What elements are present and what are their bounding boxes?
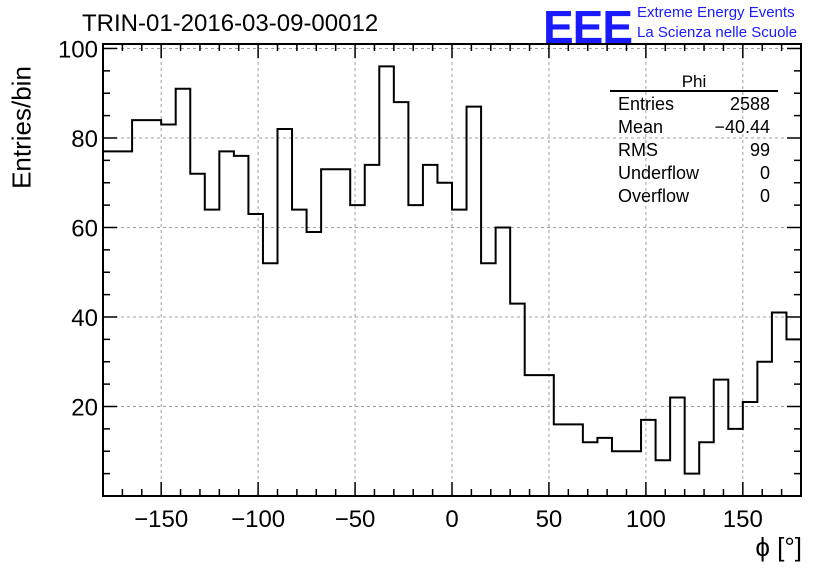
x-tick-label: 50	[536, 506, 563, 533]
histogram-line	[103, 65, 802, 475]
stats-label-entries: Entries	[618, 94, 675, 114]
stats-label-overflow: Overflow	[618, 186, 690, 206]
x-tick-label: −150	[134, 506, 188, 533]
y-tick-label: 60	[71, 215, 98, 242]
stats-label-rms: RMS	[618, 140, 658, 160]
x-tick-label: 0	[445, 506, 458, 533]
x-tick-label: −50	[335, 506, 376, 533]
stats-value-overflow: 0	[759, 186, 770, 206]
stats-value-entries: 2588	[729, 94, 770, 114]
stats-value-underflow: 0	[759, 163, 770, 183]
eee-logo: EEE	[543, 1, 633, 53]
x-axis-label: ϕ [°]	[755, 532, 802, 562]
stats-box-title: Phi	[681, 72, 707, 91]
y-tick-label: 100	[58, 36, 98, 63]
y-tick-label: 20	[71, 394, 98, 421]
x-tick-label: −100	[231, 506, 285, 533]
stats-label-mean: Mean	[618, 117, 664, 137]
stats-label-underflow: Underflow	[618, 163, 700, 183]
stats-box-divider	[610, 90, 778, 92]
stats-value-rms: 99	[749, 140, 770, 160]
logo-tagline-2: La Scienza nelle Scuole	[637, 24, 798, 41]
x-tick-label: 100	[626, 506, 666, 533]
y-axis-label: Entries/bin	[6, 66, 37, 189]
logo-tagline-1: Extreme Energy Events	[637, 4, 795, 21]
y-tick-label: 40	[71, 305, 98, 332]
y-tick-label: 80	[71, 126, 98, 153]
stats-value-mean: −40.44	[714, 117, 770, 137]
chart-title: TRIN-01-2016-03-09-00012	[82, 10, 379, 37]
x-tick-label: 150	[723, 506, 763, 533]
